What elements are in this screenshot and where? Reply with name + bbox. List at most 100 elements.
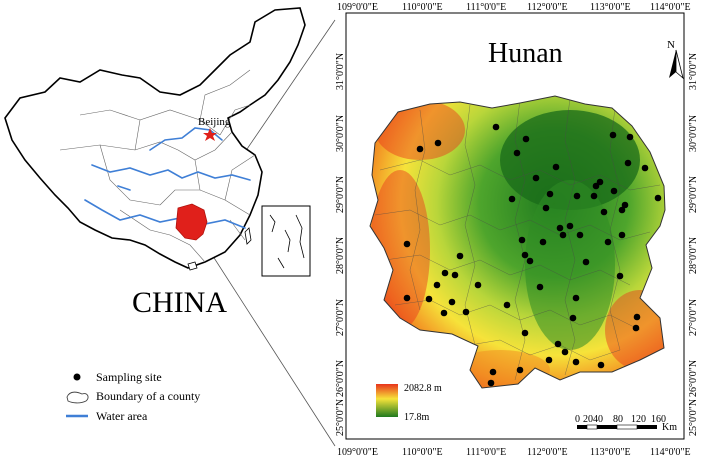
elevation-legend: 2082.8 m 17.8m	[376, 383, 442, 423]
water-area-rivers	[84, 127, 251, 229]
sampling-site	[566, 222, 574, 230]
sampling-site	[433, 281, 441, 289]
map-title: Hunan	[488, 38, 563, 69]
tick-label: 27°0'0"N	[688, 299, 699, 336]
tick-label: 112°0'0"E	[527, 447, 568, 458]
sampling-site	[626, 133, 634, 141]
tick-label: 30°0'0"N	[688, 115, 699, 152]
beijing-label: Beijing	[198, 116, 231, 128]
sampling-site	[513, 149, 521, 157]
tick-label: 110°0'0"E	[402, 447, 443, 458]
scale-label: 160	[651, 414, 666, 425]
sampling-site	[624, 159, 632, 167]
sampling-site	[569, 314, 577, 322]
top-longitude-ticks: 109°0'0"E 110°0'0"E 111°0'0"E 112°0'0"E …	[337, 2, 691, 13]
sampling-site	[516, 366, 524, 374]
sampling-site	[616, 272, 624, 280]
sampling-sites	[403, 123, 662, 387]
beijing-star-icon	[203, 128, 217, 141]
elevation-max-label: 2082.8 m	[404, 383, 442, 394]
xiangjiang-valley	[525, 180, 615, 350]
sampling-site	[487, 379, 495, 387]
legend-label-sampling-site: Sampling site	[96, 370, 162, 384]
hunan-outline	[369, 95, 666, 389]
tick-label: 114°0'0"E	[650, 447, 691, 458]
tick-label: 25°0'0"N	[688, 399, 699, 436]
province-boundaries	[59, 69, 256, 263]
sampling-site	[561, 348, 569, 356]
legend-label-county-boundary: Boundary of a county	[96, 389, 200, 403]
hunan-elevation-map	[369, 95, 666, 389]
sampling-site	[592, 182, 600, 190]
sampling-site	[518, 236, 526, 244]
country-label: CHINA	[132, 286, 227, 319]
hunan-inset-highlight	[175, 203, 208, 241]
sampling-site	[403, 294, 411, 302]
scale-label: 80	[613, 414, 623, 425]
sampling-site	[572, 358, 580, 366]
sampling-site	[539, 238, 547, 246]
sampling-site	[604, 238, 612, 246]
sampling-site	[552, 163, 560, 171]
sampling-site	[536, 283, 544, 291]
sampling-site	[559, 231, 567, 239]
sampling-site	[441, 269, 449, 277]
sampling-site	[542, 204, 550, 212]
tick-label: 27°0'0"N	[335, 299, 346, 336]
tick-label: 111°0'0"E	[466, 447, 506, 458]
tick-label: 31°0'0"N	[688, 53, 699, 90]
sampling-site	[596, 178, 604, 186]
tick-label: 26°0'0"N	[335, 360, 346, 397]
sampling-site	[590, 192, 598, 200]
tick-label: 111°0'0"E	[466, 2, 506, 13]
sampling-site	[573, 192, 581, 200]
sampling-site	[425, 295, 433, 303]
legend-sampling-site-icon	[73, 373, 81, 381]
tick-label: 109°0'0"E	[337, 2, 378, 13]
sampling-site	[532, 174, 540, 182]
sampling-site	[572, 294, 580, 302]
sampling-site	[489, 368, 497, 376]
legend-county-boundary-icon	[66, 391, 89, 404]
sampling-site	[508, 195, 516, 203]
right-latitude-ticks: 31°0'0"N 30°0'0"N 29°0'0"N 28°0'0"N 27°0…	[688, 53, 699, 436]
tick-label: 114°0'0"E	[650, 2, 691, 13]
left-latitude-ticks: 31°0'0"N 30°0'0"N 29°0'0"N 28°0'0"N 27°0…	[335, 53, 346, 436]
tick-label: 26°0'0"N	[688, 360, 699, 397]
sampling-site	[609, 131, 617, 139]
tick-label: 110°0'0"E	[402, 2, 443, 13]
sampling-site	[610, 187, 618, 195]
northwest-highland	[375, 100, 465, 160]
sampling-site	[632, 324, 640, 332]
tick-label: 30°0'0"N	[335, 115, 346, 152]
scale-bar: 0 20 40 80 120 160 Km	[575, 414, 677, 433]
tick-label: 31°0'0"N	[335, 53, 346, 90]
sampling-site	[474, 281, 482, 289]
scale-label: 20	[583, 414, 593, 425]
scale-unit: Km	[662, 422, 677, 433]
sampling-site	[545, 356, 553, 364]
scale-label: 120	[631, 414, 646, 425]
china-inset-map: Beijing CHINA	[4, 7, 311, 319]
scale-label: 40	[593, 414, 603, 425]
china-outline	[4, 7, 306, 269]
sampling-site	[462, 308, 470, 316]
sampling-site	[546, 190, 554, 198]
south-china-sea-islands	[269, 214, 305, 269]
sampling-site	[576, 231, 584, 239]
sampling-site	[434, 139, 442, 147]
sampling-site	[522, 135, 530, 143]
sampling-site	[416, 145, 424, 153]
tick-label: 113°0'0"E	[590, 2, 631, 13]
scale-label: 0	[575, 414, 580, 425]
hunan-main-map: 109°0'0"E 110°0'0"E 111°0'0"E 112°0'0"E …	[335, 2, 699, 458]
sampling-site	[621, 201, 629, 209]
sampling-site	[600, 208, 608, 216]
sampling-site	[654, 194, 662, 202]
bottom-longitude-ticks: 109°0'0"E 110°0'0"E 111°0'0"E 112°0'0"E …	[337, 447, 691, 458]
sampling-site	[618, 231, 626, 239]
tick-label: 25°0'0"N	[335, 399, 346, 436]
sampling-site	[582, 258, 590, 266]
sampling-site	[403, 240, 411, 248]
